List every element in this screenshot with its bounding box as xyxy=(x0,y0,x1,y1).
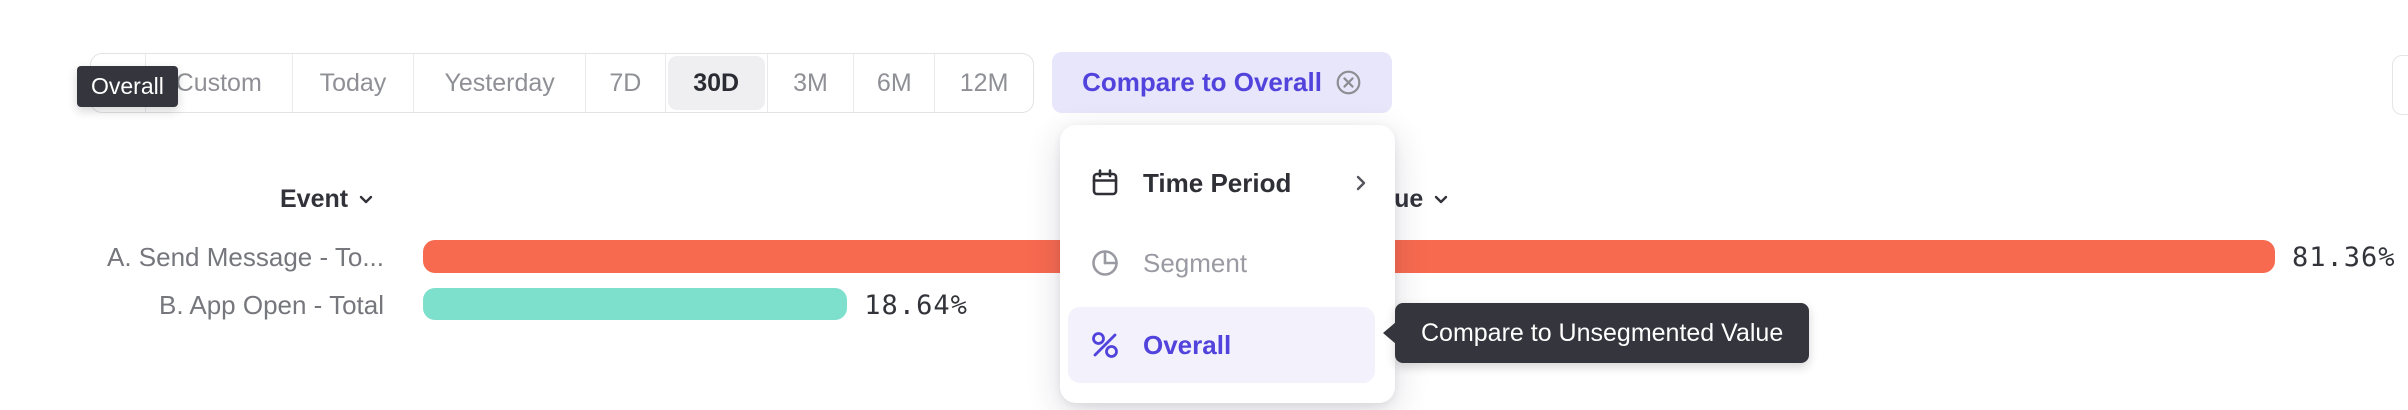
tab-12m[interactable]: 12M xyxy=(959,68,1009,97)
compare-tooltip-text: Compare to Unsegmented Value xyxy=(1421,318,1784,347)
compare-tooltip: Compare to Unsegmented Value xyxy=(1382,303,1810,363)
tab-30d[interactable]: 30D xyxy=(666,54,768,112)
bar-app-open[interactable] xyxy=(423,288,848,320)
tab-yesterday[interactable]: Yesterday xyxy=(414,54,586,112)
tab-6m[interactable]: 6M xyxy=(854,54,936,112)
tab-custom[interactable]: Custom xyxy=(146,54,293,112)
overall-tooltip-text: Overall xyxy=(91,73,164,99)
tab-3m[interactable]: 3M xyxy=(768,54,855,112)
bar-value-send-message: 81.36% xyxy=(2292,242,2396,273)
menu-item-overall-label: Overall xyxy=(1143,329,1232,360)
percent-icon xyxy=(1090,330,1120,360)
cropped-right-button[interactable] xyxy=(2392,55,2408,115)
bar-row-app-open: B. App Open - Total 18.64% xyxy=(0,288,2408,322)
row-label-app-open: B. App Open - Total xyxy=(159,290,384,320)
chevron-right-icon xyxy=(1351,173,1371,193)
tab-today[interactable]: Today xyxy=(293,54,415,112)
row-label-send-message: A. Send Message - To... xyxy=(107,242,384,272)
column-header-event[interactable]: Event xyxy=(280,184,375,214)
compare-to-overall-button[interactable]: Compare to Overall xyxy=(1052,52,1392,113)
menu-item-time-period[interactable]: Time Period xyxy=(1090,155,1371,211)
x-circle-icon[interactable] xyxy=(1335,69,1362,96)
chevron-down-icon xyxy=(1432,190,1450,208)
bar-value-app-open: 18.64% xyxy=(864,290,968,321)
menu-item-overall[interactable]: Overall xyxy=(1068,307,1375,383)
tab-7d[interactable]: 7D xyxy=(586,54,666,112)
calendar-icon xyxy=(1090,168,1120,198)
compare-dropdown-menu: Time Period Segment xyxy=(1060,125,1395,403)
event-header-label: Event xyxy=(280,184,349,213)
chevron-down-icon xyxy=(357,190,375,208)
menu-item-segment[interactable]: Segment xyxy=(1090,235,1371,291)
segment-icon xyxy=(1090,248,1120,278)
date-range-segmented-control: Custom Today Yesterday 7D 30D 3M 6M 12M xyxy=(90,53,1034,113)
compare-button-label: Compare to Overall xyxy=(1082,67,1322,97)
overall-tooltip: Overall xyxy=(77,66,178,107)
menu-item-segment-label: Segment xyxy=(1143,247,1248,278)
menu-item-time-period-label: Time Period xyxy=(1143,167,1292,198)
